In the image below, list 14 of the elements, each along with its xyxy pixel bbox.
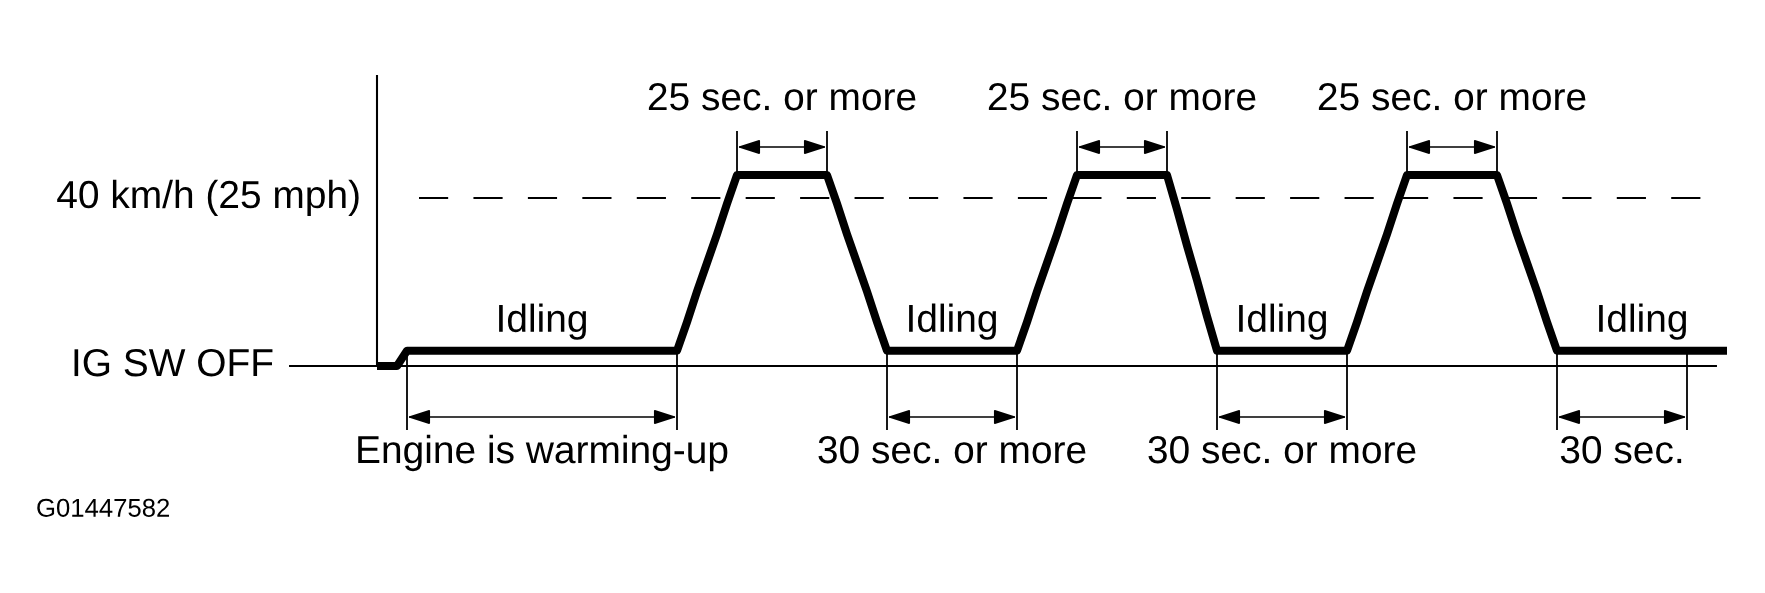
ref-line-label: IG SW OFF	[74, 348, 273, 377]
annotation: Idling	[1239, 303, 1326, 340]
ref-line-label: 40 km/h (25 mph)	[57, 179, 359, 217]
text: 30 sec.	[1560, 435, 1682, 464]
text: 25 sec. or more	[988, 82, 1256, 111]
text: 25 sec. or more	[648, 82, 916, 111]
annotation: Idling	[909, 303, 996, 340]
text: G01447582	[37, 498, 170, 517]
annotation: Idling	[1599, 303, 1686, 340]
text: 30 sec. or more	[818, 435, 1086, 464]
text: 30 sec. or more	[1148, 435, 1416, 464]
annotation: Idling	[499, 303, 586, 340]
text: 25 sec. or more	[1318, 82, 1586, 111]
text: Engine is warming-up	[358, 434, 728, 472]
